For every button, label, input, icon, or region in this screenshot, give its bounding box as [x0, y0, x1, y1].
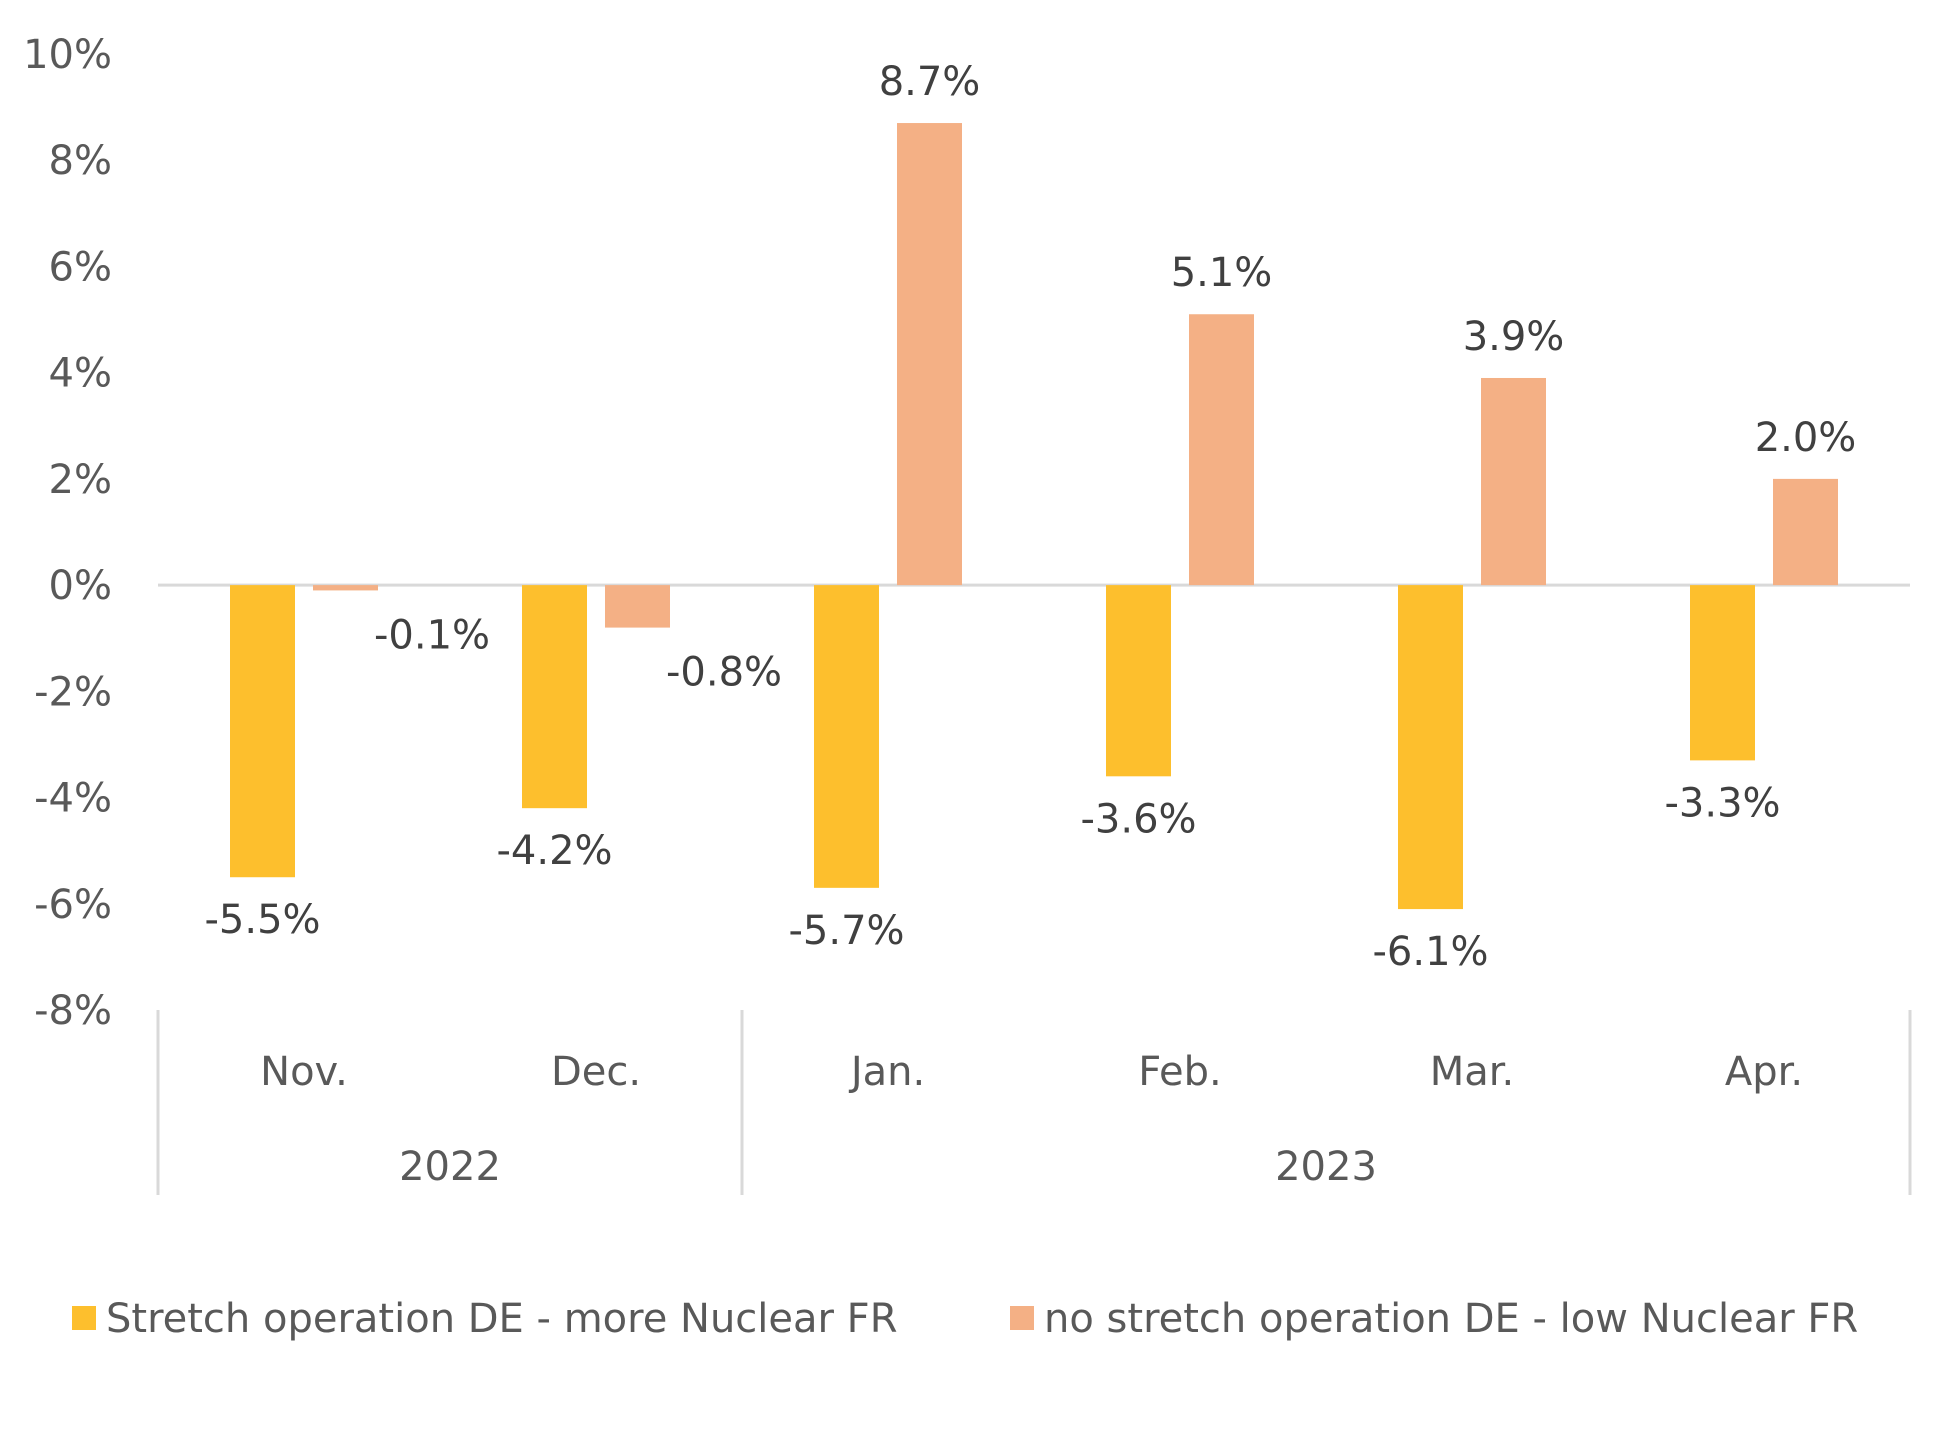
legend-label: no stretch operation DE - low Nuclear FR: [1044, 1296, 1858, 1342]
y-tick-label: -8%: [34, 988, 112, 1034]
y-tick-label: 8%: [49, 138, 112, 184]
bar-series-2: [605, 585, 670, 628]
x-tick-label: Dec.: [551, 1049, 641, 1095]
bar-series-2: [897, 123, 962, 586]
data-label: -0.1%: [374, 612, 490, 658]
bar-series-2: [1189, 314, 1254, 586]
x-tick-label: Nov.: [260, 1049, 348, 1095]
bar-series-1: [230, 585, 295, 878]
data-label: 2.0%: [1755, 415, 1857, 461]
x-axis: Nov. Dec. Jan. Feb. Mar. Apr. 2022 2023: [156, 1010, 1912, 1195]
bar-series-2: [313, 585, 378, 591]
legend: Stretch operation DE - more Nuclear FR no…: [72, 1296, 1858, 1342]
bar-series-2: [1481, 377, 1546, 586]
bar-series-1: [1690, 585, 1755, 761]
data-label: 5.1%: [1171, 250, 1273, 296]
bar-series-1: [1106, 585, 1171, 777]
bar-series-2: [1773, 478, 1838, 586]
x-group-label: 2023: [1275, 1144, 1377, 1190]
y-tick-label: 2%: [49, 457, 112, 503]
y-tick-label: 0%: [49, 563, 112, 609]
x-group-label: 2022: [399, 1144, 501, 1190]
data-label: 3.9%: [1463, 314, 1565, 360]
y-tick-label: 10%: [23, 32, 112, 78]
data-label: -5.5%: [204, 897, 320, 943]
bar-series-1: [522, 585, 587, 809]
y-axis: 10% 8% 6% 4% 2% 0% -2% -4% -6% -8%: [23, 32, 112, 1034]
data-label: 8.7%: [879, 59, 981, 105]
x-tick-label: Apr.: [1725, 1049, 1803, 1095]
y-tick-label: 6%: [49, 244, 112, 290]
y-tick-label: -6%: [34, 882, 112, 928]
data-labels: -5.5% -4.2% -5.7% -3.6% -6.1% -3.3% -0.1% -0.8%…: [204, 59, 1856, 975]
x-tick-label: Feb.: [1138, 1049, 1222, 1095]
y-tick-label: -4%: [34, 776, 112, 822]
x-tick-label: Mar.: [1430, 1049, 1515, 1095]
legend-swatch: [1010, 1306, 1034, 1330]
bar-series-1: [1398, 585, 1463, 910]
y-tick-label: -2%: [34, 669, 112, 715]
y-tick-label: 4%: [49, 351, 112, 397]
legend-label: Stretch operation DE - more Nuclear FR: [106, 1296, 897, 1342]
data-label: -4.2%: [496, 828, 612, 874]
data-label: -3.6%: [1080, 796, 1196, 842]
data-label: -6.1%: [1372, 929, 1488, 975]
data-label: -0.8%: [666, 650, 782, 696]
data-label: -5.7%: [788, 908, 904, 954]
x-tick-label: Jan.: [848, 1049, 925, 1095]
bar-series-1: [814, 585, 879, 888]
bars: [230, 123, 1838, 910]
data-label: -3.3%: [1664, 780, 1780, 826]
legend-swatch: [72, 1306, 96, 1330]
